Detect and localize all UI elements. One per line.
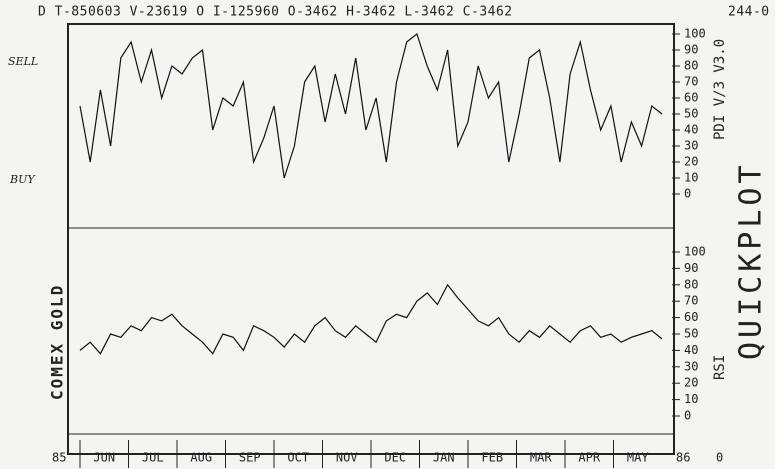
y-tick-label: 100 bbox=[684, 27, 706, 41]
x-start-label: 85 bbox=[52, 451, 66, 465]
x-tick-label: FEB bbox=[481, 451, 503, 465]
y-tick-label: 20 bbox=[684, 155, 698, 169]
y-tick-label: 90 bbox=[684, 261, 698, 275]
x-after-label: 0 bbox=[716, 451, 723, 465]
y-tick-label: 70 bbox=[684, 75, 698, 89]
y-tick-label: 10 bbox=[684, 392, 698, 406]
panel-label: PDI V/3 V3.0 bbox=[712, 39, 728, 140]
y-tick-label: 50 bbox=[684, 327, 698, 341]
right-title: QUICKPLOT bbox=[734, 161, 769, 360]
y-tick-label: 90 bbox=[684, 43, 698, 57]
y-tick-label: 20 bbox=[684, 376, 698, 390]
x-tick-label: SEP bbox=[239, 451, 261, 465]
y-tick-label: 40 bbox=[684, 123, 698, 137]
x-tick-label: MAR bbox=[530, 451, 552, 465]
y-tick-label: 60 bbox=[684, 91, 698, 105]
header: D T-850603 V-23619 O I-125960 O-3462 H-3… bbox=[38, 5, 513, 20]
y-tick-label: 0 bbox=[684, 409, 691, 423]
sell-label: SELL bbox=[8, 55, 38, 68]
y-tick-label: 30 bbox=[684, 359, 698, 373]
y-tick-label: 80 bbox=[684, 59, 698, 73]
x-tick-label: JUL bbox=[142, 451, 164, 465]
x-tick-label: JAN bbox=[433, 451, 455, 465]
y-tick-label: 10 bbox=[684, 171, 698, 185]
y-tick-label: 70 bbox=[684, 294, 698, 308]
header-right: 244-0 bbox=[728, 5, 770, 20]
y-tick-label: 0 bbox=[684, 187, 691, 201]
y-tick-label: 30 bbox=[684, 139, 698, 153]
x-tick-label: MAY bbox=[627, 451, 649, 465]
y-tick-label: 40 bbox=[684, 343, 698, 357]
x-tick-label: AUG bbox=[190, 451, 212, 465]
y-tick-label: 100 bbox=[684, 245, 706, 259]
x-tick-label: DEC bbox=[384, 451, 406, 465]
x-tick-label: NOV bbox=[336, 451, 358, 465]
x-end-label: 86 bbox=[676, 451, 690, 465]
x-tick-label: APR bbox=[578, 451, 600, 465]
side-label: COMEX GOLD bbox=[48, 284, 67, 400]
data-line bbox=[79, 32, 663, 179]
plot-frame bbox=[67, 23, 675, 455]
buy-label: BUY bbox=[9, 173, 36, 186]
x-tick-label: JUN bbox=[93, 451, 115, 465]
panel-label: RSI bbox=[712, 355, 728, 380]
y-tick-label: 50 bbox=[684, 107, 698, 121]
y-tick-label: 80 bbox=[684, 277, 698, 291]
y-tick-label: 60 bbox=[684, 310, 698, 324]
x-tick-label: OCT bbox=[287, 451, 309, 465]
data-line bbox=[79, 283, 663, 355]
